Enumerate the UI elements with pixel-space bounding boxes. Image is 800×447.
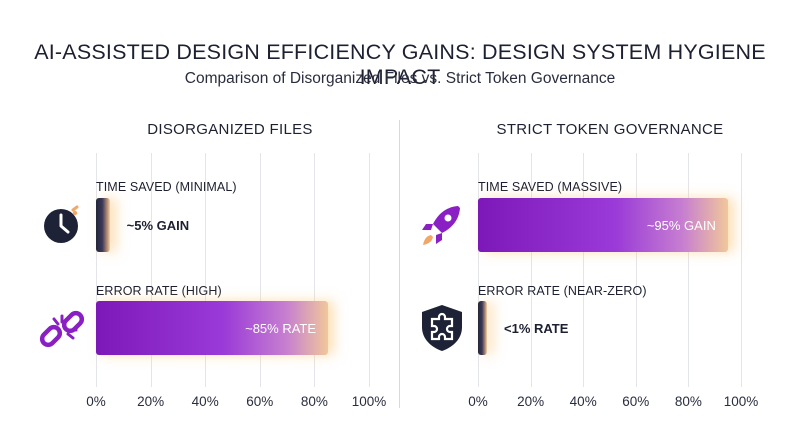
gridline <box>205 153 207 387</box>
gridline <box>96 153 97 387</box>
gridline <box>530 153 532 387</box>
bar-value-label: ~85% RATE <box>245 321 317 336</box>
x-tick-label: 0% <box>468 394 488 409</box>
panel-title-disorganized: DISORGANIZED FILES <box>147 121 313 138</box>
panel-title-governance: STRICT TOKEN GOVERNANCE <box>496 121 724 138</box>
x-tick-label: 60% <box>246 394 274 409</box>
bar <box>96 301 329 355</box>
x-tick-label: 40% <box>569 394 597 409</box>
bar-category-label: TIME SAVED (MINIMAL) <box>96 180 237 194</box>
clock-icon <box>40 202 84 246</box>
x-tick-label: 60% <box>622 394 650 409</box>
bar <box>478 301 487 355</box>
gridline <box>478 153 479 387</box>
bar <box>96 198 110 252</box>
bar-category-label: TIME SAVED (MASSIVE) <box>478 180 623 194</box>
x-tick-label: 20% <box>517 394 545 409</box>
bar <box>478 198 728 252</box>
gridline <box>259 153 261 387</box>
gridline <box>741 153 742 387</box>
shield-puzzle-icon <box>419 303 463 351</box>
bar-value-label: ~95% GAIN <box>646 218 716 233</box>
x-tick-label: 40% <box>191 394 219 409</box>
x-tick-label: 80% <box>674 394 702 409</box>
x-tick-label: 20% <box>137 394 165 409</box>
x-tick-label: 100% <box>351 394 387 409</box>
bar-category-label: ERROR RATE (NEAR-ZERO) <box>478 284 647 298</box>
bar-value-label: ~5% GAIN <box>126 218 190 233</box>
x-tick-label: 80% <box>300 394 328 409</box>
gridline <box>369 153 370 387</box>
broken-link-icon <box>38 306 85 350</box>
gridline <box>314 153 316 387</box>
bar-value-label: <1% RATE <box>504 321 569 336</box>
gridline <box>583 153 585 387</box>
gridline <box>635 153 637 387</box>
panel-divider <box>399 120 400 408</box>
x-tick-label: 0% <box>86 394 106 409</box>
gridline <box>150 153 152 387</box>
chart-title: AI-ASSISTED DESIGN EFFICIENCY GAINS: DES… <box>34 40 766 89</box>
rocket-icon <box>418 202 462 246</box>
gridline <box>688 153 690 387</box>
bar-category-label: ERROR RATE (HIGH) <box>96 284 222 298</box>
x-tick-label: 100% <box>723 394 759 409</box>
chart-subtitle: Comparison of Disorganized Files vs. Str… <box>184 70 616 87</box>
